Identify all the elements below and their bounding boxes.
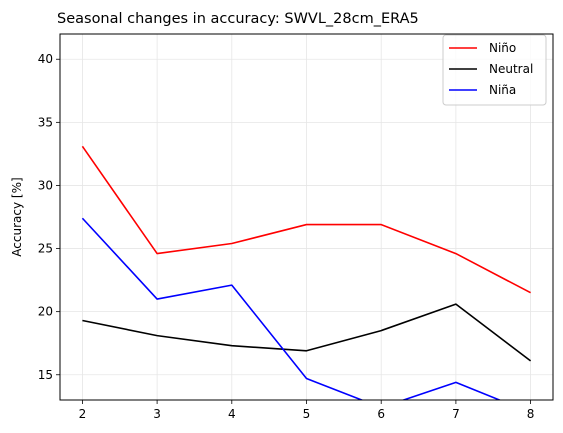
series-line-nina [81,217,502,400]
series-line-nino [81,145,531,294]
x-tick-label: 2 [79,407,87,421]
y-tick-label: 35 [38,115,53,129]
legend-label-neutral: Neutral [489,62,533,76]
x-tick-label: 8 [527,407,535,421]
x-tick-label: 4 [228,407,236,421]
y-axis-ticks: 15 20 25 30 35 40 [38,52,60,382]
y-tick-label: 40 [38,52,53,66]
series-lines [81,145,532,400]
chart-title: Seasonal changes in accuracy: SWVL_28cm_… [57,11,419,27]
y-tick-label: 15 [38,368,53,382]
series-line-neutral [82,303,532,362]
y-tick-label: 30 [38,178,53,192]
x-tick-label: 3 [153,407,161,421]
x-tick-label: 7 [452,407,460,421]
y-tick-label: 20 [38,305,53,319]
x-tick-label: 5 [303,407,311,421]
legend-label-nino: Niño [489,41,516,55]
x-tick-label: 6 [377,407,385,421]
legend-label-nina: Niña [489,83,516,97]
y-tick-label: 25 [38,242,53,256]
legend-box [442,34,547,106]
legend: Niño Neutral Niña [442,34,547,106]
x-axis-ticks: 2 3 4 5 6 7 8 [79,400,535,421]
y-axis-label: Accuracy [%] [10,177,24,256]
